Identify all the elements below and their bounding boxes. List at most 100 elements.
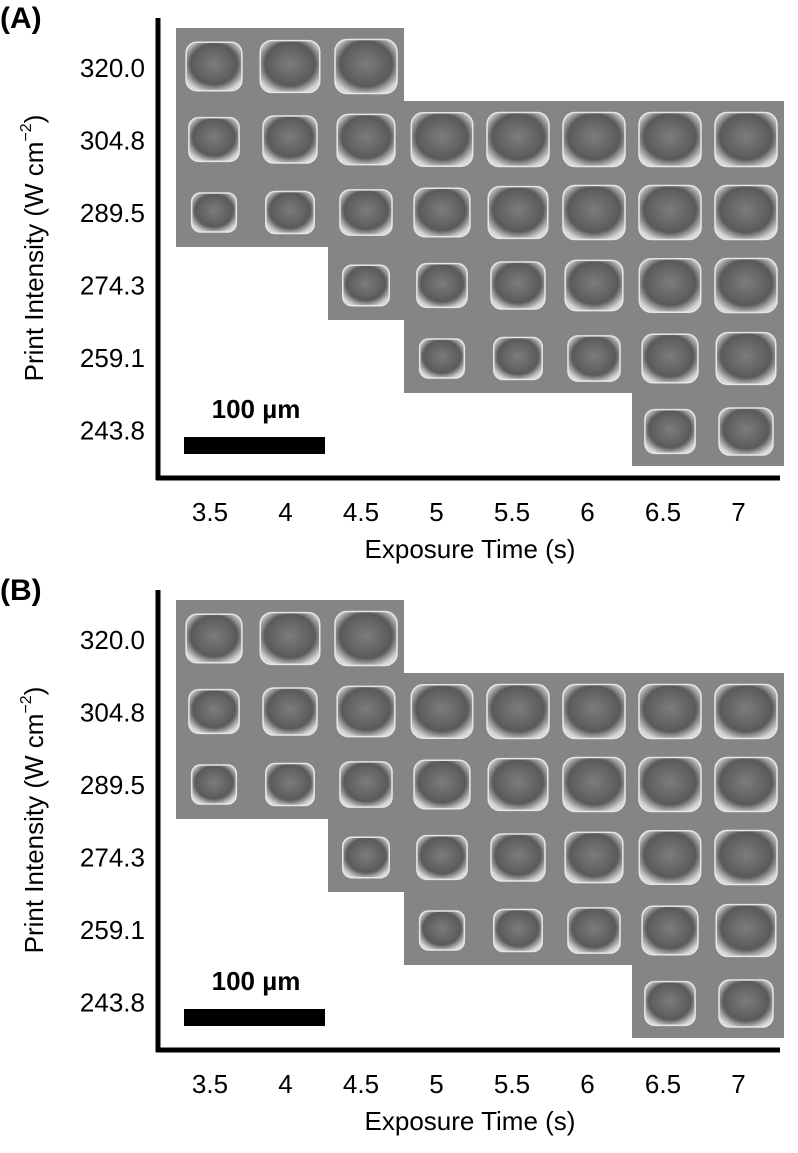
- printed-structure: [334, 610, 398, 667]
- y-tick-label: 259.1: [80, 915, 145, 945]
- printed-structure: [185, 613, 243, 664]
- printed-structure: [718, 979, 774, 1028]
- printed-structure: [562, 756, 626, 813]
- x-tick-label: 3.5: [192, 497, 228, 527]
- printed-structure: [564, 259, 624, 312]
- x-axis-title: Exposure Time (s): [365, 1106, 576, 1136]
- printed-structure: [644, 408, 696, 455]
- y-tick-label: 274.3: [80, 842, 145, 872]
- printed-structure: [714, 683, 778, 740]
- y-tick-label: 304.8: [80, 125, 145, 155]
- x-tick-label: 5.5: [494, 1069, 530, 1099]
- y-axis-title: Print Intensity (W cm−2): [18, 115, 49, 382]
- y-title-text: ): [19, 687, 49, 696]
- panel-label: (A): [0, 2, 42, 35]
- x-tick-label: 5: [429, 497, 443, 527]
- y-tick-label: 274.3: [80, 270, 145, 300]
- printed-structure: [718, 407, 774, 456]
- printed-structure: [342, 836, 390, 879]
- printed-structure: [487, 185, 549, 240]
- printed-structure: [638, 830, 702, 885]
- scale-bar-label: 100 µm: [212, 966, 301, 996]
- printed-structure: [416, 834, 468, 881]
- printed-structure: [336, 113, 396, 166]
- printed-structure: [714, 829, 778, 886]
- printed-structure: [714, 257, 778, 314]
- y-tick-label: 320.0: [80, 53, 145, 83]
- printed-structure: [490, 833, 546, 882]
- x-tick-label: 4.5: [343, 497, 379, 527]
- printed-structure: [190, 192, 238, 233]
- y-tick-label: 243.8: [80, 987, 145, 1017]
- y-tick-label: 320.0: [80, 625, 145, 655]
- printed-structure: [638, 184, 702, 241]
- panel: (B) 320.0 304.8 289.5 274.3 259.1 243.8 3.5 4 4.5…: [0, 574, 784, 1136]
- x-tick-label: 4: [278, 497, 292, 527]
- printed-structure: [714, 111, 778, 168]
- printed-structure: [638, 258, 702, 313]
- printed-structure: [714, 756, 778, 813]
- y-title-text: ): [19, 115, 49, 124]
- printed-structure: [567, 335, 621, 382]
- y-axis-title: Print Intensity (W cm−2): [18, 687, 49, 954]
- printed-structure: [413, 759, 471, 810]
- printed-structure: [490, 261, 546, 310]
- y-tick-label: 289.5: [80, 770, 145, 800]
- printed-structure: [493, 336, 543, 381]
- panel: (A) 320.0 304.8 289.5 274.3 259.1 243.8 3.5 4 4.5…: [0, 2, 784, 564]
- printed-structure: [638, 683, 702, 740]
- printed-structure: [410, 684, 474, 739]
- x-tick-label: 6.5: [645, 1069, 681, 1099]
- x-tick-label: 6: [580, 497, 594, 527]
- printed-structure: [339, 761, 393, 808]
- printed-structure: [493, 908, 543, 953]
- y-tick-label: 259.1: [80, 343, 145, 373]
- printed-structure: [342, 264, 390, 307]
- scale-bar: [184, 437, 325, 454]
- x-tick-label: 6: [580, 1069, 594, 1099]
- printed-structure: [714, 184, 778, 241]
- x-tick-label: 6.5: [645, 497, 681, 527]
- printed-structure: [644, 980, 696, 1027]
- printed-structure: [262, 687, 318, 736]
- y-title-text: Print Intensity (W cm: [19, 714, 49, 954]
- printed-structure: [638, 756, 702, 813]
- printed-structure: [641, 905, 699, 956]
- x-tick-label: 7: [731, 1069, 745, 1099]
- scale-bar-label: 100 µm: [212, 394, 301, 424]
- x-axis-title: Exposure Time (s): [365, 534, 576, 564]
- printed-structure: [638, 111, 702, 168]
- printed-structure: [418, 338, 466, 379]
- x-tick-label: 4: [278, 1069, 292, 1099]
- x-tick-label: 5: [429, 1069, 443, 1099]
- x-tick-label: 5.5: [494, 497, 530, 527]
- printed-structure: [188, 688, 240, 735]
- y-title-sup: −2: [18, 695, 35, 713]
- x-tick-label: 3.5: [192, 1069, 228, 1099]
- printed-structure: [334, 38, 398, 95]
- printed-structure: [562, 111, 626, 168]
- x-tick-label: 7: [731, 497, 745, 527]
- printed-structure: [487, 757, 549, 812]
- printed-structure: [486, 111, 550, 168]
- printed-structure: [641, 333, 699, 384]
- printed-structure: [562, 184, 626, 241]
- printed-structure: [715, 331, 777, 386]
- printed-structure: [486, 683, 550, 740]
- printed-structure: [185, 41, 243, 92]
- y-title-sup: −2: [18, 123, 35, 141]
- printed-structure: [416, 262, 468, 309]
- printed-structure: [413, 187, 471, 238]
- printed-structure: [339, 189, 393, 236]
- y-tick-label: 289.5: [80, 198, 145, 228]
- x-tick-label: 4.5: [343, 1069, 379, 1099]
- printed-structure: [265, 190, 315, 235]
- printed-structure: [262, 115, 318, 164]
- y-tick-label: 243.8: [80, 415, 145, 445]
- printed-structure: [567, 907, 621, 954]
- printed-structure: [188, 116, 240, 163]
- printed-structure: [562, 683, 626, 740]
- printed-structure: [410, 112, 474, 167]
- panel-label: (B): [0, 574, 42, 607]
